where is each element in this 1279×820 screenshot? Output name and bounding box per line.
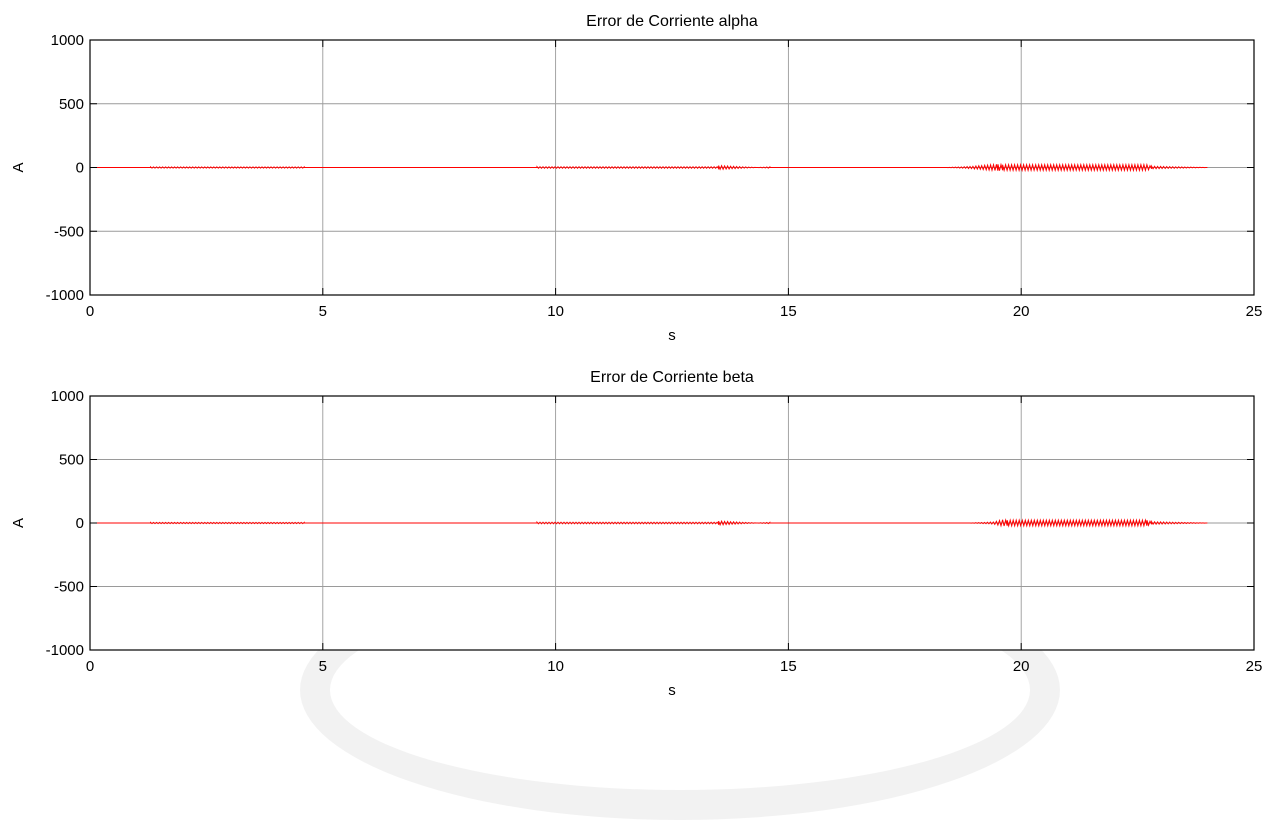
- x-axis-label: s: [668, 327, 676, 344]
- x-axis-label: s: [668, 682, 676, 697]
- y-tick-label: 500: [59, 96, 84, 113]
- y-tick-label: 0: [76, 160, 84, 177]
- x-tick-label: 20: [1013, 658, 1030, 675]
- y-tick-label: 500: [59, 452, 84, 469]
- y-tick-label: 0: [76, 515, 84, 532]
- x-tick-label: 15: [780, 303, 797, 320]
- x-tick-label: 10: [547, 658, 564, 675]
- x-tick-label: 25: [1246, 303, 1263, 320]
- x-tick-label: 5: [319, 303, 327, 320]
- x-tick-label: 10: [547, 303, 564, 320]
- y-tick-label: -500: [54, 579, 84, 596]
- series-line-1: [90, 162, 1208, 173]
- chart-title: Error de Corriente alpha: [586, 13, 758, 30]
- x-tick-label: 0: [86, 658, 94, 675]
- y-tick-label: 1000: [51, 32, 84, 49]
- x-tick-label: 0: [86, 303, 94, 320]
- y-tick-label: -1000: [46, 642, 84, 659]
- x-tick-label: 25: [1246, 658, 1263, 675]
- y-axis-label: A: [10, 162, 27, 172]
- y-tick-label: 1000: [51, 388, 84, 405]
- y-tick-label: -500: [54, 223, 84, 240]
- x-tick-label: 20: [1013, 303, 1030, 320]
- series-line-1: [90, 518, 1208, 528]
- chart-panel-1: 0 5 10 15 20 25 1000 500 0 -500 -1000 Error de Corr…: [10, 13, 1262, 344]
- chart-panel-2: 0 5 10 15 20 25 1000 500 0 -500 -1000 Error de Corr…: [10, 369, 1262, 697]
- x-tick-label: 15: [780, 658, 797, 675]
- chart-title: Error de Corriente beta: [590, 369, 754, 386]
- x-tick-label: 5: [319, 658, 327, 675]
- y-axis-label: A: [10, 518, 27, 528]
- y-tick-label: -1000: [46, 287, 84, 304]
